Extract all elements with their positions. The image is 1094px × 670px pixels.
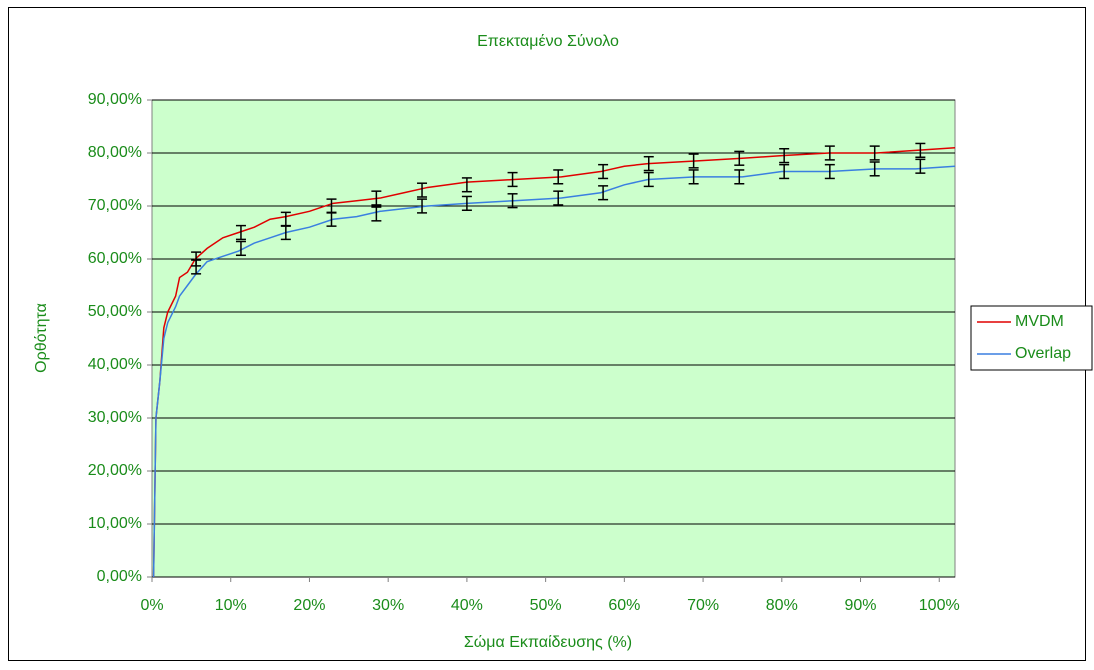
chart-title: Επεκταμένο Σύνολο bbox=[477, 33, 619, 50]
y-tick-label: 40,00% bbox=[88, 356, 142, 373]
x-tick-label: 40% bbox=[451, 597, 483, 614]
y-tick-label: 60,00% bbox=[88, 250, 142, 267]
x-tick-label: 80% bbox=[766, 597, 798, 614]
x-tick-label: 10% bbox=[215, 597, 247, 614]
y-tick-label: 50,00% bbox=[88, 303, 142, 320]
y-tick-label: 70,00% bbox=[88, 197, 142, 214]
legend-label: Overlap bbox=[1015, 345, 1071, 362]
y-tick-label: 80,00% bbox=[88, 144, 142, 161]
y-tick-label: 90,00% bbox=[88, 91, 142, 108]
x-tick-label: 70% bbox=[687, 597, 719, 614]
x-axis-label: Σώμα Εκπαίδευσης (%) bbox=[464, 634, 632, 651]
x-tick-label: 100% bbox=[919, 597, 960, 614]
x-tick-label: 20% bbox=[293, 597, 325, 614]
y-tick-label: 30,00% bbox=[88, 409, 142, 426]
x-tick-label: 50% bbox=[530, 597, 562, 614]
y-axis-label: Ορθότητα bbox=[33, 303, 50, 373]
x-tick-label: 0% bbox=[140, 597, 163, 614]
legend-label: MVDM bbox=[1015, 313, 1064, 330]
series-line bbox=[152, 165, 956, 578]
y-tick-label: 20,00% bbox=[88, 462, 142, 479]
x-tick-label: 30% bbox=[372, 597, 404, 614]
x-tick-label: 90% bbox=[845, 597, 877, 614]
plot-area bbox=[151, 99, 956, 578]
legend-box bbox=[970, 305, 1093, 371]
y-tick-label: 0,00% bbox=[97, 568, 142, 585]
x-tick-label: 60% bbox=[608, 597, 640, 614]
y-tick-label: 10,00% bbox=[88, 515, 142, 532]
series-line bbox=[152, 146, 956, 578]
